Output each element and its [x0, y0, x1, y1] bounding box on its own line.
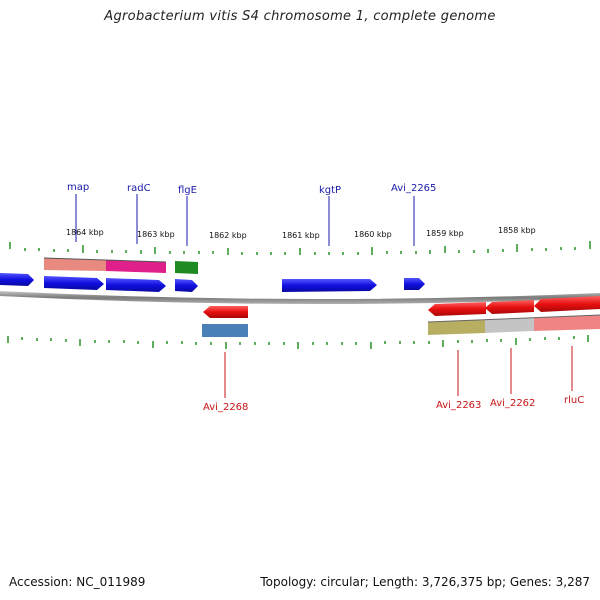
radC-cds-arrow[interactable]	[106, 278, 166, 292]
gene-label-Avi_2263[interactable]: Avi_2263	[436, 400, 481, 411]
Avi_2268-feature-bar[interactable]	[202, 324, 248, 337]
rluC-feature-bar[interactable]	[534, 315, 600, 331]
gene-label-kgtP[interactable]: kgtP	[319, 185, 341, 196]
inner-scale-ticks	[7, 335, 589, 349]
gene-label-radC[interactable]: radC	[127, 183, 151, 194]
gene-label-flgE[interactable]: flgE	[178, 185, 197, 196]
scale-label: 1859 kbp	[426, 229, 464, 238]
radC-feature-bar[interactable]	[106, 260, 166, 273]
rluC-cds-arrow[interactable]	[534, 296, 600, 312]
forward-feature-bars	[43, 257, 198, 274]
kgtP-cds-arrow[interactable]	[282, 279, 377, 292]
reverse-cds-arrows	[203, 296, 600, 318]
Avi_2268-cds-arrow[interactable]	[203, 306, 248, 318]
gene-label-Avi_2265[interactable]: Avi_2265	[391, 183, 436, 194]
Avi_2262-feature-bar[interactable]	[485, 318, 534, 333]
Avi_2263-feature-bar[interactable]	[428, 320, 485, 335]
Avi_2262-cds-arrow[interactable]	[485, 300, 534, 314]
Avi_2265-cds-arrow[interactable]	[404, 278, 425, 290]
genome-title: Agrobacterium vitis S4 chromosome 1, com…	[104, 9, 496, 24]
scale-label: 1858 kbp	[498, 226, 536, 235]
forward-gene-labels	[75, 194, 415, 246]
accession-text: Accession: NC_011989	[9, 575, 146, 589]
gene-label-rluC[interactable]: rluC	[564, 395, 584, 406]
flgE-cds-arrow[interactable]	[175, 279, 198, 292]
Avi_2263-cds-arrow[interactable]	[428, 302, 486, 316]
gene-label-map[interactable]: map	[67, 182, 89, 193]
outer-scale-ticks	[9, 241, 591, 255]
gene-label-Avi_2268[interactable]: Avi_2268	[203, 402, 248, 413]
map-cds-arrow[interactable]	[44, 276, 104, 290]
gene-label-Avi_2262[interactable]: Avi_2262	[490, 398, 535, 409]
scale-labels: 1864 kbp 1863 kbp 1862 kbp 1861 kbp 1860…	[66, 226, 536, 240]
scale-label: 1862 kbp	[209, 231, 247, 240]
map-feature-bar[interactable]	[44, 258, 106, 271]
reverse-feature-bars	[202, 314, 600, 337]
scale-label: 1863 kbp	[137, 230, 175, 239]
reverse-gene-labels	[224, 346, 573, 398]
scale-label: 1864 kbp	[66, 228, 104, 237]
scale-label: 1861 kbp	[282, 231, 320, 240]
genome-summary-text: Topology: circular; Length: 3,726,375 bp…	[260, 575, 590, 589]
forward-cds-arrows	[0, 273, 425, 292]
flgE-feature-bar[interactable]	[175, 261, 198, 274]
scale-label: 1860 kbp	[354, 230, 392, 239]
genome-backbone	[0, 291, 600, 305]
cds-arrow[interactable]	[0, 273, 34, 286]
